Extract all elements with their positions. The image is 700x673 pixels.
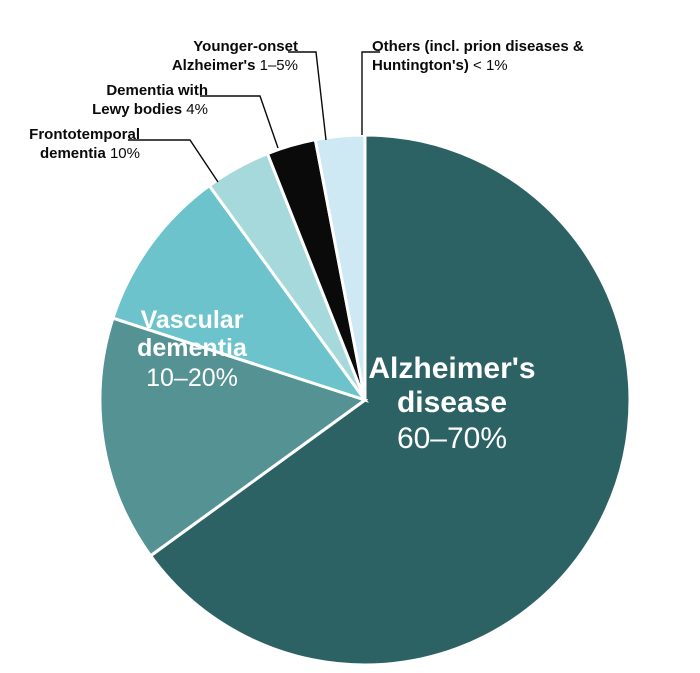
ext-label-other: Others (incl. prion diseases &Huntington… bbox=[372, 38, 652, 76]
ext-label-ftd: Frontotemporaldementia 10% bbox=[10, 126, 140, 164]
ext-label-young: Younger-onsetAlzheimer's 1–5% bbox=[158, 38, 298, 76]
slice-label-vasc: Vasculardementia10–20% bbox=[137, 306, 248, 392]
leader-ftd bbox=[128, 140, 218, 182]
ext-label-lewy: Dementia withLewy bodies 4% bbox=[88, 82, 208, 120]
leader-lewy bbox=[200, 96, 278, 148]
